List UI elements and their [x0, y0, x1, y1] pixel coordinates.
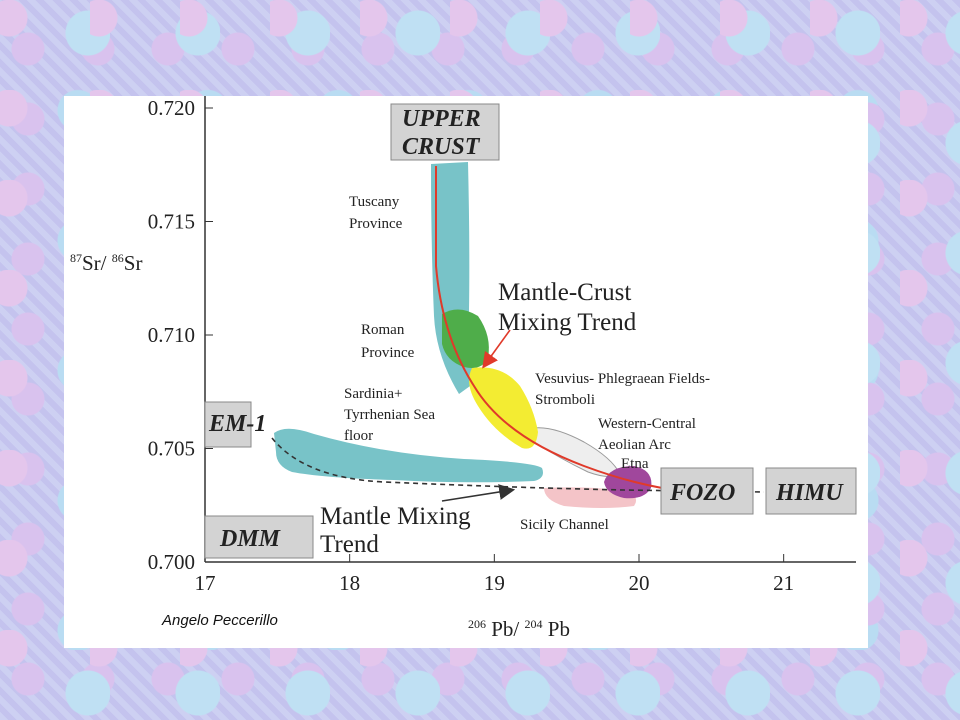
- y-tick-label: 0.715: [148, 210, 195, 234]
- mantle-crust-arrow: [482, 329, 511, 369]
- label-roman-2: Province: [361, 345, 415, 361]
- endmember-em1: EM-1: [204, 401, 266, 448]
- svg-text:CRUST: CRUST: [402, 134, 481, 160]
- field-roman: [442, 309, 489, 368]
- label-mantle-mixing: Mantle Mixing: [320, 503, 471, 530]
- label-sardinia-2: Tyrrhenian Sea: [344, 407, 435, 423]
- mantle-crust-trend-line: [435, 166, 663, 489]
- endmember-dmm: DMM: [204, 515, 314, 559]
- label-mantle-mixing-2: Trend: [320, 531, 379, 558]
- label-aeolian: Western-Central: [598, 416, 696, 432]
- x-tick-label: 18: [339, 571, 360, 595]
- field-vesuvius: [469, 367, 538, 449]
- svg-text:UPPER: UPPER: [402, 106, 481, 132]
- x-axis-label: 206 Pb/ 204 Pb: [468, 617, 570, 641]
- field-sardinia: [274, 428, 543, 483]
- isotope-chart: 17 18 19 20 21 0.700 0.705 0.710 0.715 0.720 87Sr…: [70, 96, 857, 641]
- endmember-upper-crust: UPPER CRUST: [390, 103, 500, 161]
- author-credit: Angelo Peccerillo: [161, 612, 278, 629]
- x-tick-label: 20: [629, 571, 650, 595]
- label-sardinia: Sardinia+: [344, 386, 402, 402]
- y-tick-label: 0.705: [148, 437, 195, 461]
- svg-text:HIMU: HIMU: [775, 480, 844, 506]
- label-etna: Etna: [621, 456, 649, 472]
- x-tick-label: 21: [773, 571, 794, 595]
- label-mantle-crust-2: Mixing Trend: [498, 309, 637, 336]
- y-tick-label: 0.710: [148, 323, 195, 347]
- endmember-fozo: FOZO: [660, 467, 754, 515]
- label-tuscany-2: Province: [349, 216, 403, 232]
- svg-text:EM-1: EM-1: [208, 411, 266, 437]
- label-vesuvius: Vesuvius- Phlegraean Fields-: [535, 371, 710, 387]
- mantle-mixing-trend-line: [271, 437, 765, 493]
- endmember-himu: HIMU: [765, 467, 857, 515]
- svg-text:FOZO: FOZO: [669, 480, 735, 506]
- svg-text:DMM: DMM: [219, 526, 282, 552]
- x-tick-label: 17: [195, 571, 216, 595]
- label-aeolian-2: Aeolian Arc: [598, 437, 671, 453]
- y-tick-label: 0.720: [148, 96, 195, 120]
- y-tick-label: 0.700: [148, 550, 195, 574]
- label-mantle-crust: Mantle-Crust: [498, 279, 631, 306]
- mantle-mixing-arrow: [441, 484, 516, 502]
- label-tuscany: Tuscany: [349, 194, 400, 210]
- chart-panel: 17 18 19 20 21 0.700 0.705 0.710 0.715 0.720 87Sr…: [64, 96, 868, 648]
- x-tick-label: 19: [484, 571, 505, 595]
- label-sicily: Sicily Channel: [520, 517, 609, 533]
- label-sardinia-3: floor: [344, 428, 373, 444]
- label-roman: Roman: [361, 322, 405, 338]
- y-axis-label: 87Sr/ 86Sr: [70, 251, 142, 275]
- label-vesuvius-2: Stromboli: [535, 392, 595, 408]
